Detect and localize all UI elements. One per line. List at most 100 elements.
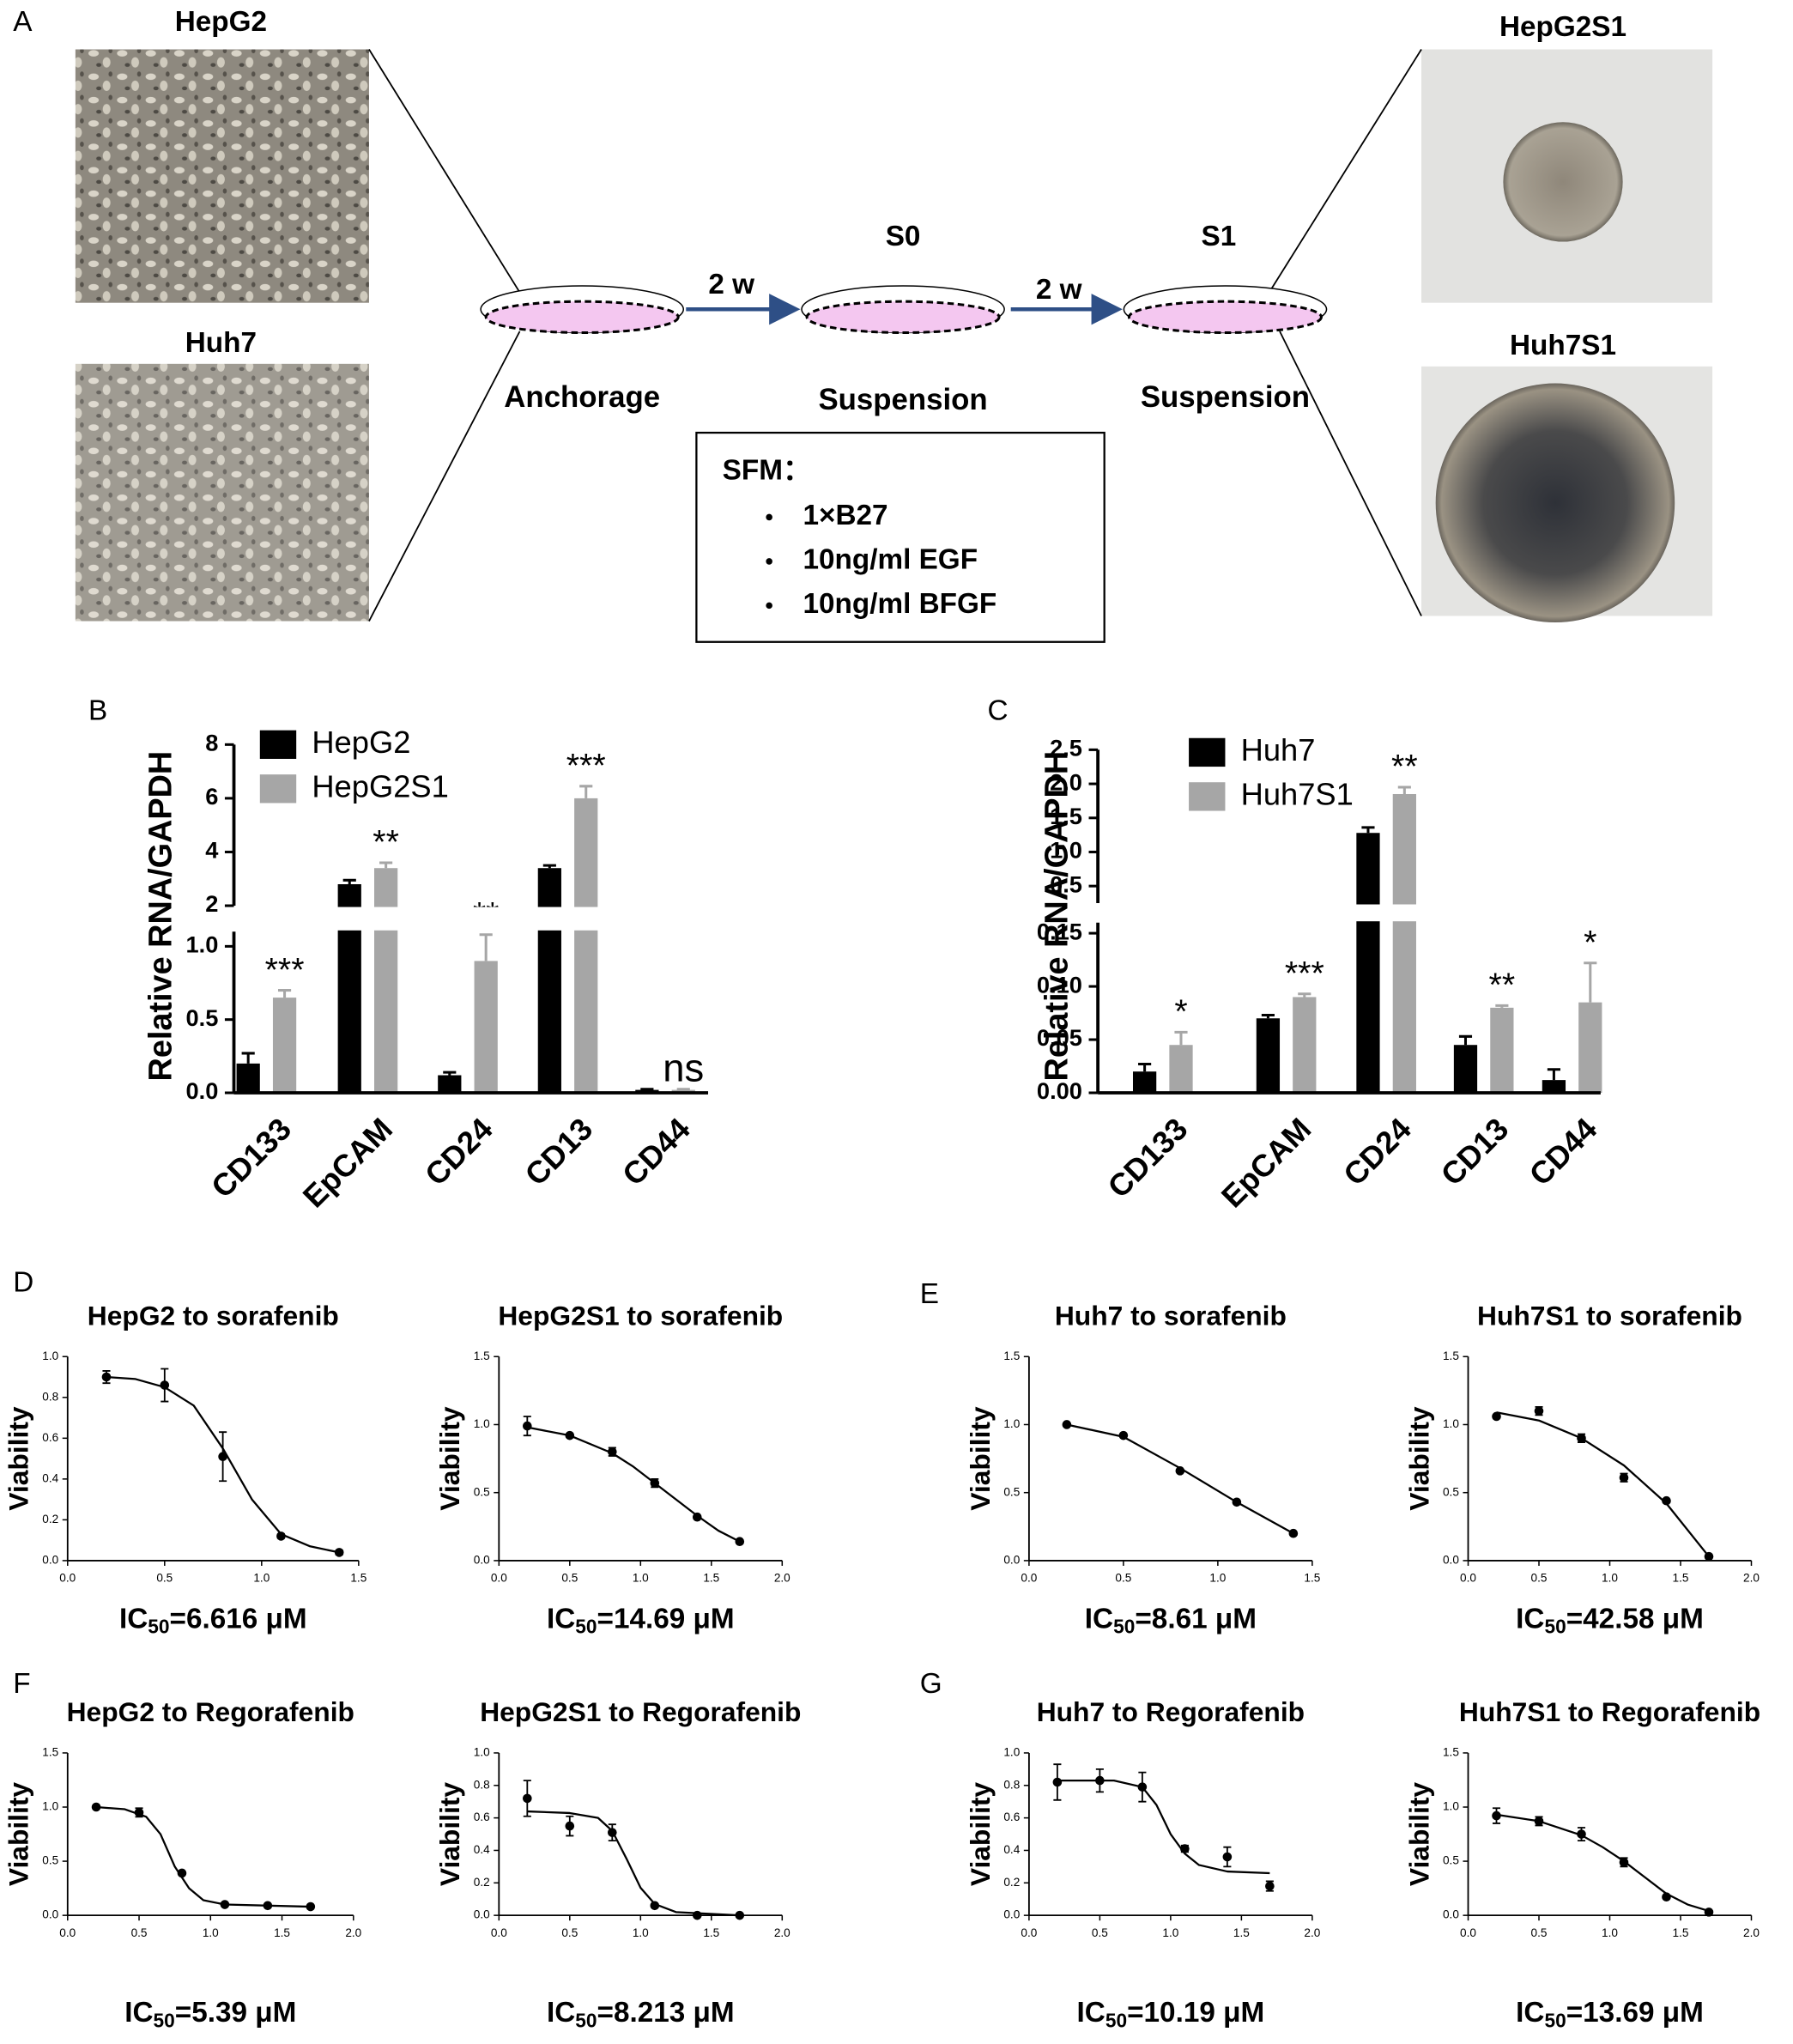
ic-prefix: IC [1077,1997,1105,2029]
error-bar [1397,785,1411,794]
y-tick-label: 0.5 [1003,1485,1020,1498]
data-point [306,1901,316,1912]
sphere [1435,383,1675,623]
y-tick-label: 0.8 [474,1778,490,1791]
error-bar [1261,1014,1275,1019]
dose-chart: 0.0 0.5 1.0 1.5 2.0 0.0 0.2 0.4 0.6 0.8 1.0 HepG2S1… [434,1696,801,2031]
bar [1256,1018,1281,1093]
y-tick-label: 0.5 [474,1485,490,1498]
sphere [1503,122,1623,242]
bar [1293,997,1317,1093]
error-bar [342,878,356,885]
data-point [608,1447,617,1457]
duration: 2 w [708,269,754,300]
data-point [334,1548,344,1557]
ic-value: =6.616 μM [170,1603,307,1635]
y-tick-label: 1.5 [1003,1350,1020,1362]
x-tick-label: 0.0 [491,1572,507,1585]
data-point [160,1380,170,1390]
y-tick-label: 0.4 [474,1843,490,1856]
y-tick-label: 2.5 [1050,735,1082,761]
medium-item: 10ng/ml EGF [803,544,978,576]
stage: S0 [886,221,921,252]
y-axis-label: Relative RNA/GAPDH [142,751,179,1082]
data-point [1534,1406,1544,1416]
legend-label: Huh7S1 [1241,776,1354,811]
error-bar [479,933,493,961]
ic-value: =8.61 μM [1135,1603,1257,1635]
panel-a: HepG2 Huh7 HepG2S1 Huh7S1 2 w 2 w S0 S1 … [75,6,1713,643]
ic-subscript: 50 [148,1616,169,1638]
bullet [766,558,772,565]
x-tick-label: 1.0 [1602,1926,1618,1939]
x-tick-label: 2.0 [1743,1926,1760,1939]
chart-title: Huh7 to sorafenib [1055,1300,1287,1331]
ic-subscript: 50 [1113,1616,1135,1638]
y-tick-label: 0.0 [42,1554,58,1567]
x-tick-label: 0.0 [491,1926,507,1939]
ic-prefix: IC [547,1603,575,1635]
y-tick-label: 1.0 [1003,1417,1020,1430]
error-bar [1361,826,1375,834]
ic-value: =10.19 μM [1127,1997,1264,2029]
y-tick-label: 0.4 [1003,1843,1020,1856]
ic-prefix: IC [1516,1997,1544,2029]
y-tick-label: 0.8 [1003,1778,1020,1791]
y-tick-label: 0.0 [1443,1554,1459,1567]
data-point [1052,1777,1063,1787]
data-point [1265,1881,1275,1891]
chart-title: HepG2S1 to sorafenib [498,1300,783,1331]
bar [537,868,561,1093]
ic-prefix: IC [1085,1603,1113,1635]
x-tick-label: 0.0 [1460,1926,1476,1939]
image-label: HepG2S1 [1499,11,1626,43]
error-bar [443,1071,457,1076]
x-tick-label: 1.0 [1602,1572,1618,1585]
fit-curve [1057,1779,1270,1875]
axis-break [1081,904,1601,922]
image-label: Huh7S1 [1510,330,1616,361]
y-axis-label: Viability [965,1782,996,1887]
photo-hepg2 [75,49,369,303]
bullet [766,602,772,610]
y-tick-label: 2 [205,890,218,917]
significance: *** [566,747,606,785]
x-tick-label: 1.5 [1233,1926,1250,1939]
bar [1542,1080,1566,1093]
x-tick-label: 0.5 [561,1926,578,1939]
y-tick-label: 1.0 [1443,1800,1459,1813]
y-tick-label: 1.0 [1050,837,1082,864]
y-tick-label: 0.00 [1037,1077,1082,1104]
x-tick-label: 2.0 [1304,1926,1320,1939]
x-axis-label: IC50=5.39 μM [124,1997,296,2031]
data-point [1577,1829,1586,1839]
y-tick-label: 0.15 [1037,918,1082,944]
ic-prefix: IC [119,1603,148,1635]
data-point [101,1372,112,1382]
y-tick-label: 1.0 [185,931,218,958]
condition: Anchorage [504,380,660,414]
legend-swatch [1189,782,1226,811]
data-point [177,1868,187,1878]
error-bar [1174,1030,1188,1046]
data-point [1492,1810,1501,1821]
x-tick-label: 0.5 [561,1572,578,1585]
x-tick-label: CD133 [1101,1111,1195,1204]
x-axis-label: IC50=10.19 μM [1077,1997,1265,2031]
medium-item: 1×B27 [803,500,888,531]
y-tick-label: 1.0 [1003,1746,1020,1759]
error-bar [542,864,556,869]
medium-box [695,431,1105,643]
significance: *** [1285,955,1324,992]
data-point [263,1901,273,1911]
error-bar [1495,1004,1509,1008]
data-point [1704,1908,1714,1917]
axis-break [218,907,709,931]
x-tick-label: CD24 [418,1111,500,1192]
x-tick-label: 1.5 [1673,1926,1689,1939]
x-tick-label: 2.0 [345,1926,361,1939]
y-tick-label: 0.5 [1443,1485,1459,1498]
bar [438,1075,462,1093]
